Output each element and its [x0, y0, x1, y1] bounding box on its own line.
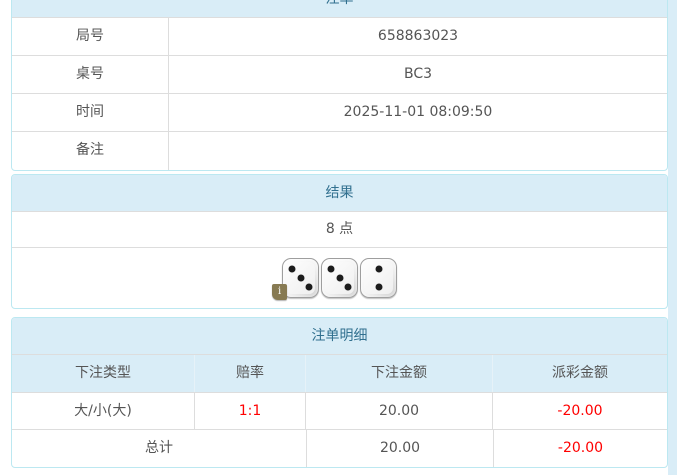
time-value: 2025-11-01 08:09:50 [343, 104, 493, 120]
table-row: 局号 658863023 [12, 18, 667, 56]
dice-row: i [12, 248, 667, 308]
die-icon [321, 258, 358, 298]
table-number-value: BC3 [403, 66, 433, 82]
die-pip [344, 283, 352, 291]
table-row: 备注 [12, 132, 667, 170]
die-pip [288, 265, 296, 273]
payout-amount-value: -20.00 [492, 393, 667, 429]
time-label: 时间 [12, 94, 169, 131]
die-pip [375, 265, 382, 273]
remark-label: 备注 [12, 132, 169, 170]
total-bet-amount: 20.00 [306, 430, 493, 467]
die-face [286, 262, 315, 294]
table-number-label: 桌号 [12, 56, 169, 93]
bet-detail-title: 注单明细 [12, 318, 667, 355]
die-pip [297, 274, 304, 282]
die-pip [336, 274, 343, 282]
result-points: 8 点 [12, 212, 667, 248]
die-face [364, 262, 393, 294]
round-number-label: 局号 [12, 18, 169, 55]
bet-detail-panel: 注单明细 下注类型 赔率 下注金额 派彩金额 大/小(大) 1:1 20.00 … [11, 317, 668, 468]
die-pip [305, 283, 313, 291]
column-header-bet-type: 下注类型 [75, 365, 131, 381]
page-background-strip [668, 0, 677, 475]
round-number-value: 658863023 [377, 28, 459, 44]
bet-info-panel: 注单 局号 658863023 桌号 BC3 时间 2025-11-01 08:… [11, 0, 668, 171]
die-icon [360, 258, 397, 298]
bet-info-title: 注单 [12, 0, 667, 18]
column-header-payout-amount: 派彩金额 [492, 355, 667, 392]
result-panel: 结果 8 点 i [11, 174, 668, 309]
total-payout-amount: -20.00 [493, 430, 667, 467]
total-row: 总计 20.00 -20.00 [12, 430, 667, 467]
table-row: 桌号 BC3 [12, 56, 667, 94]
die-pip [375, 283, 382, 291]
odds-value: 1:1 [194, 393, 305, 429]
table-row: 时间 2025-11-01 08:09:50 [12, 94, 667, 132]
die-face [325, 262, 354, 294]
detail-header-row: 下注类型 赔率 下注金额 派彩金额 [12, 355, 667, 393]
bet-type-value: 大/小(大) [74, 403, 132, 419]
total-label: 总计 [145, 440, 173, 456]
die-pip [327, 265, 335, 273]
result-title: 结果 [12, 175, 667, 212]
info-badge-icon: i [272, 284, 288, 300]
column-header-bet-amount: 下注金额 [305, 355, 492, 392]
column-header-odds: 赔率 [194, 355, 305, 392]
table-row: 大/小(大) 1:1 20.00 -20.00 [12, 393, 667, 430]
remark-value [169, 132, 667, 170]
die-icon: i [272, 258, 319, 300]
bet-amount-value: 20.00 [305, 393, 492, 429]
